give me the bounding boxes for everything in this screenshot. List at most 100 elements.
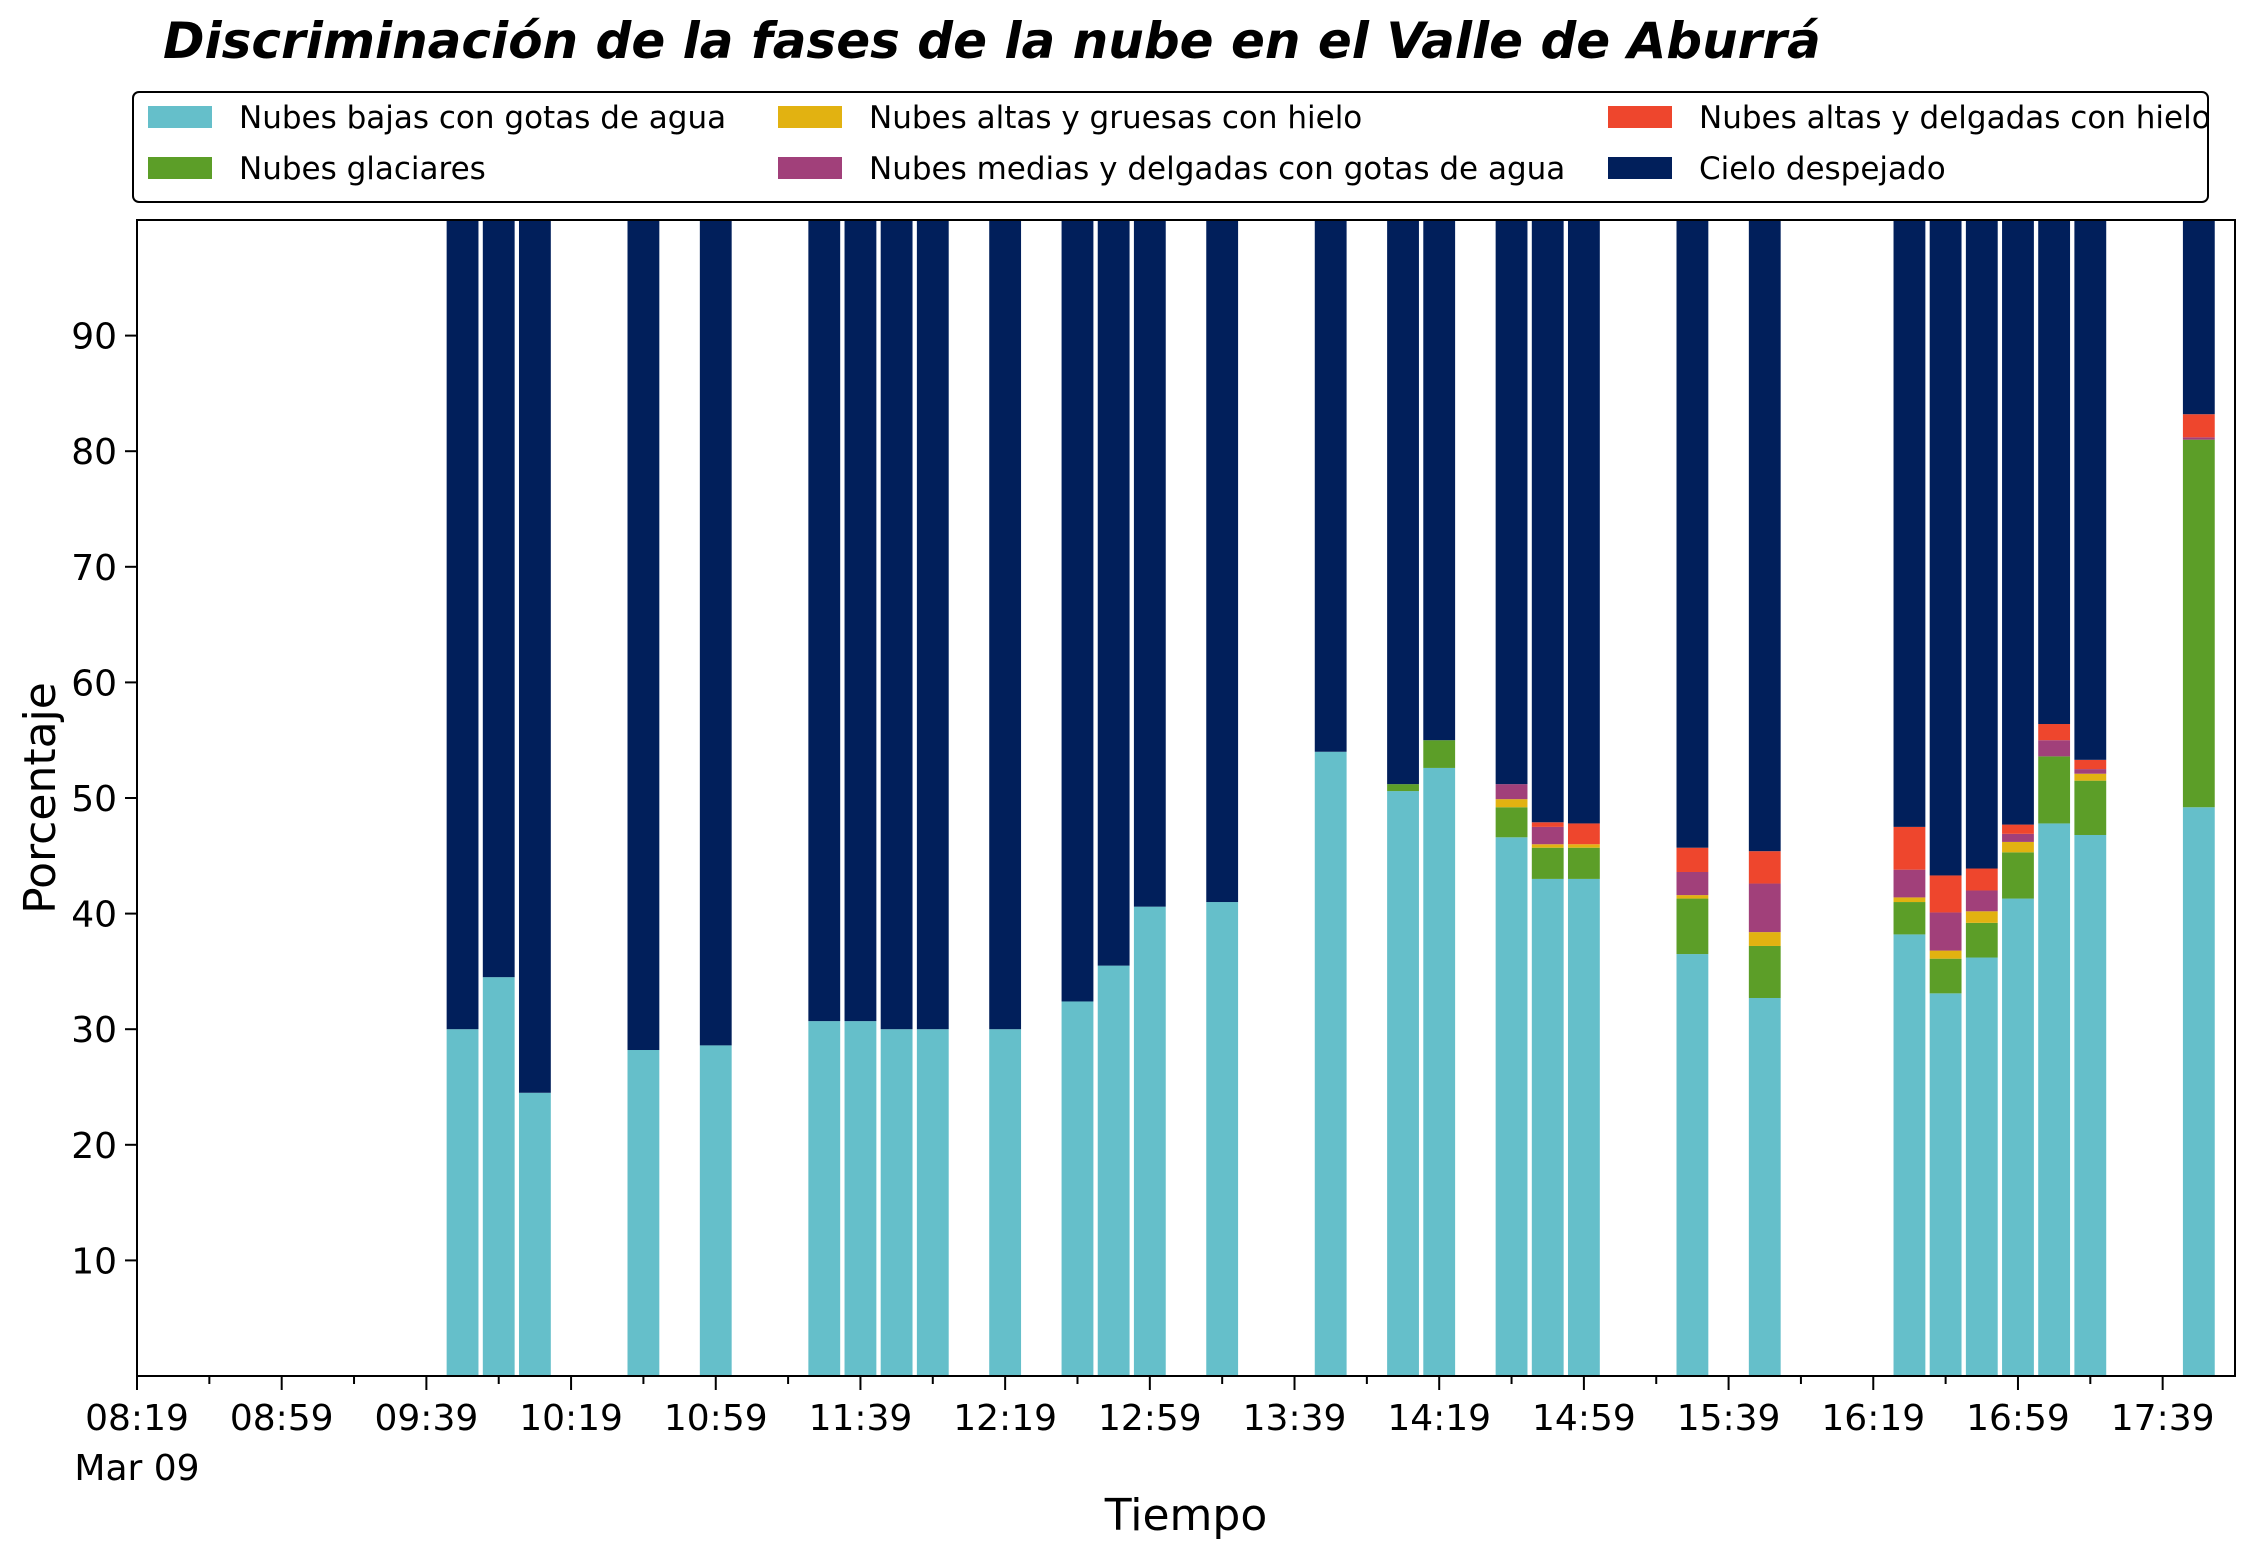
bar-segment-nubes-glaciares-1409	[1387, 784, 1419, 792]
bar-segment-nubes-bajas-con-gotas-de-agua-1009	[518, 1092, 551, 1376]
y-tick-label-80: 80	[71, 432, 117, 473]
bar-segment-nubes-altas-y-gruesas-con-hielo-1649	[1965, 911, 1998, 923]
bar-segment-nubes-bajas-con-gotas-de-agua-1659	[2002, 898, 2034, 1376]
legend-swatch-nubes-altas-y-delgadas-con-hielo	[1608, 106, 1672, 128]
bar-segment-nubes-glaciares-1719	[2074, 780, 2107, 835]
bar-segment-cielo-despejado-1409	[1387, 220, 1419, 785]
bar-segment-nubes-medias-y-delgadas-con-gotas-de-agua-1649	[1965, 890, 1998, 912]
bar-segment-nubes-altas-y-delgadas-con-hielo-1459	[1567, 823, 1600, 845]
bar-segment-cielo-despejado-1549	[1748, 220, 1781, 852]
y-axis: 10 20 30 40 50 60 70 80 90	[71, 317, 137, 1282]
bar-segment-cielo-despejado-1139	[844, 220, 877, 1022]
bar-segment-nubes-bajas-con-gotas-de-agua-1259	[1133, 906, 1166, 1376]
legend: Nubes bajas con gotas de agua Nubes glaci…	[132, 91, 2211, 203]
bar-segment-nubes-altas-y-gruesas-con-hielo-1459	[1567, 844, 1600, 848]
y-axis-label: Porcentaje	[15, 682, 66, 914]
bar-segment-nubes-bajas-con-gotas-de-agua-1319	[1206, 902, 1239, 1376]
bar-segment-nubes-altas-y-delgadas-con-hielo-1639	[1929, 875, 1962, 913]
bar-segment-nubes-bajas-con-gotas-de-agua-1159	[916, 1029, 949, 1376]
bar-segment-nubes-altas-y-gruesas-con-hielo-1529	[1676, 895, 1709, 899]
x-tick-label-0819: 08:19	[85, 1398, 189, 1439]
y-tick-label-70: 70	[71, 548, 117, 589]
bar-segment-cielo-despejado-1219	[989, 220, 1022, 1030]
bar-segment-nubes-bajas-con-gotas-de-agua-1549	[1748, 997, 1781, 1376]
bar-segment-nubes-glaciares-1439	[1495, 807, 1528, 838]
legend-label-nubes-altas-y-gruesas-con-hielo: Nubes altas y gruesas con hielo	[869, 100, 1362, 136]
bar-segment-nubes-medias-y-delgadas-con-gotas-de-agua-1719	[2074, 769, 2107, 774]
bar-segment-cielo-despejado-1039	[627, 220, 660, 1051]
bar-segment-nubes-altas-y-delgadas-con-hielo-1629	[1893, 826, 1926, 870]
x-tick-label-1419: 14:19	[1387, 1398, 1491, 1439]
y-tick-label-10: 10	[71, 1241, 117, 1282]
bar-segment-nubes-bajas-con-gotas-de-agua-1529	[1676, 954, 1709, 1376]
bar-segment-cielo-despejado-1149	[880, 220, 913, 1030]
bar-segment-nubes-bajas-con-gotas-de-agua-1629	[1893, 934, 1926, 1376]
bar-segment-nubes-bajas-con-gotas-de-agua-1709	[2038, 823, 2071, 1376]
bar-segment-cielo-despejado-1239	[1061, 220, 1094, 1002]
bar-segment-nubes-altas-y-gruesas-con-hielo-1449	[1531, 844, 1564, 848]
bar-segment-nubes-bajas-con-gotas-de-agua-0959	[482, 977, 515, 1376]
bar-segment-nubes-glaciares-1749	[2182, 439, 2215, 808]
y-tick-label-50: 50	[71, 779, 117, 820]
bar-segment-nubes-glaciares-1529	[1676, 898, 1709, 955]
bar-segment-nubes-glaciares-1549	[1748, 945, 1781, 998]
bar-segment-cielo-despejado-1259	[1133, 220, 1166, 907]
bar-segment-cielo-despejado-1709	[2038, 220, 2071, 725]
bar-segment-cielo-despejado-1459	[1567, 220, 1600, 824]
bar-segment-nubes-medias-y-delgadas-con-gotas-de-agua-1629	[1893, 869, 1926, 898]
x-tick-label-1219: 12:19	[953, 1398, 1057, 1439]
bar-segment-cielo-despejado-1249	[1097, 220, 1130, 966]
bar-segment-nubes-altas-y-gruesas-con-hielo-1719	[2074, 773, 2107, 781]
bar-segment-nubes-altas-y-gruesas-con-hielo-1639	[1929, 950, 1962, 959]
bar-segment-nubes-glaciares-1659	[2002, 852, 2034, 899]
bar-segment-nubes-bajas-con-gotas-de-agua-1749	[2182, 807, 2215, 1376]
bar-segment-cielo-despejado-1719	[2074, 220, 2107, 760]
x-tick-label-1259: 12:59	[1098, 1398, 1202, 1439]
bar-segment-cielo-despejado-1449	[1531, 220, 1564, 823]
bar-segment-cielo-despejado-0949	[446, 220, 479, 1030]
bar-segment-cielo-despejado-1319	[1206, 220, 1239, 903]
chart-title: Discriminación de la fases de la nube en…	[163, 12, 1821, 70]
bar-segment-nubes-altas-y-delgadas-con-hielo-1549	[1748, 851, 1781, 884]
bar-segment-nubes-altas-y-delgadas-con-hielo-1719	[2074, 759, 2107, 770]
bar-segment-cielo-despejado-1629	[1893, 220, 1926, 827]
bar-segment-nubes-medias-y-delgadas-con-gotas-de-agua-1709	[2038, 740, 2071, 757]
bar-segment-nubes-altas-y-gruesas-con-hielo-1439	[1495, 799, 1528, 808]
bar-segment-nubes-altas-y-delgadas-con-hielo-1659	[2002, 824, 2034, 834]
x-tick-label-1139: 11:39	[809, 1398, 913, 1439]
bar-segment-nubes-bajas-con-gotas-de-agua-1149	[880, 1029, 913, 1376]
bar-segment-nubes-altas-y-delgadas-con-hielo-1529	[1676, 847, 1709, 872]
bar-segment-nubes-bajas-con-gotas-de-agua-1459	[1567, 878, 1600, 1376]
bar-segment-nubes-bajas-con-gotas-de-agua-1409	[1387, 791, 1419, 1376]
bar-segment-cielo-despejado-1659	[2002, 220, 2034, 825]
bar-segment-nubes-altas-y-delgadas-con-hielo-1749	[2182, 414, 2215, 438]
bar-segment-nubes-altas-y-gruesas-con-hielo-1549	[1748, 932, 1781, 946]
bar-segment-nubes-bajas-con-gotas-de-agua-1129	[808, 1021, 841, 1376]
bar-segment-cielo-despejado-1649	[1965, 220, 1998, 869]
bar-segment-nubes-glaciares-1459	[1567, 847, 1600, 879]
bar-segment-cielo-despejado-1529	[1676, 220, 1709, 848]
y-tick-label-40: 40	[71, 895, 117, 936]
bar-segment-nubes-glaciares-1449	[1531, 847, 1564, 879]
bar-segment-nubes-bajas-con-gotas-de-agua-1649	[1965, 957, 1998, 1376]
bar-segment-nubes-glaciares-1649	[1965, 922, 1998, 958]
bar-segment-nubes-glaciares-1709	[2038, 756, 2071, 824]
bar-segment-cielo-despejado-1159	[916, 220, 949, 1030]
bar-segment-nubes-bajas-con-gotas-de-agua-1139	[844, 1021, 877, 1376]
x-axis: 08:19 Mar 09 08:59 09:39 10:19 10:59 11:39 12:1…	[74, 1376, 2215, 1489]
bar-segment-nubes-altas-y-delgadas-con-hielo-1449	[1531, 822, 1564, 827]
y-tick-label-30: 30	[71, 1010, 117, 1051]
bar-segment-cielo-despejado-1439	[1495, 220, 1528, 785]
bar-segment-nubes-bajas-con-gotas-de-agua-1239	[1061, 1001, 1094, 1376]
y-tick-label-20: 20	[71, 1126, 117, 1167]
x-tick-label-1739: 17:39	[2111, 1398, 2215, 1439]
bar-segment-cielo-despejado-0959	[482, 220, 515, 978]
bar-segment-nubes-bajas-con-gotas-de-agua-1439	[1495, 837, 1528, 1376]
bar-segment-cielo-despejado-1349	[1314, 220, 1347, 752]
legend-label-nubes-medias-y-delgadas-con-gotas-de-agua: Nubes medias y delgadas con gotas de agu…	[869, 151, 1565, 187]
x-tick-label-1019: 10:19	[519, 1398, 623, 1439]
x-tick-label-1459: 14:59	[1532, 1398, 1636, 1439]
bar-segment-nubes-medias-y-delgadas-con-gotas-de-agua-1529	[1676, 871, 1709, 896]
bar-segment-nubes-bajas-con-gotas-de-agua-1249	[1097, 965, 1130, 1376]
